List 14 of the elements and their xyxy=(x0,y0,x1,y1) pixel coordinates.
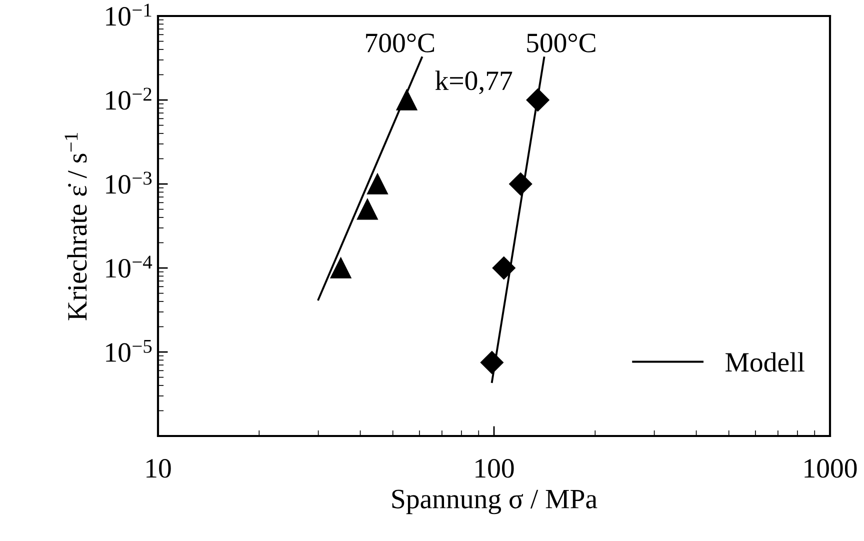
x-tick-label: 1000 xyxy=(804,459,857,478)
annotation: k=0,77 xyxy=(435,70,512,94)
annotation: 700°C xyxy=(366,34,434,52)
y-tick-label: 10$^{−5}$ xyxy=(106,340,152,362)
annotation: 500°C xyxy=(527,34,596,52)
y-tick-label: 10$^{−1}$ xyxy=(106,4,152,26)
x-axis-title: Spannung σ / MPa xyxy=(392,490,598,514)
y-tick-label: 10$^{−2}$ xyxy=(106,88,152,110)
y-tick-label: 10$^{−3}$ xyxy=(106,172,152,194)
y-axis-title: Kriechrate ε̇ / s$^{−1}$ xyxy=(64,133,87,320)
legend-label: Modell xyxy=(726,352,804,372)
x-tick-label: 100 xyxy=(476,459,514,478)
y-tick-label: 10$^{−4}$ xyxy=(106,256,152,278)
x-tick-label: 10 xyxy=(146,459,171,478)
